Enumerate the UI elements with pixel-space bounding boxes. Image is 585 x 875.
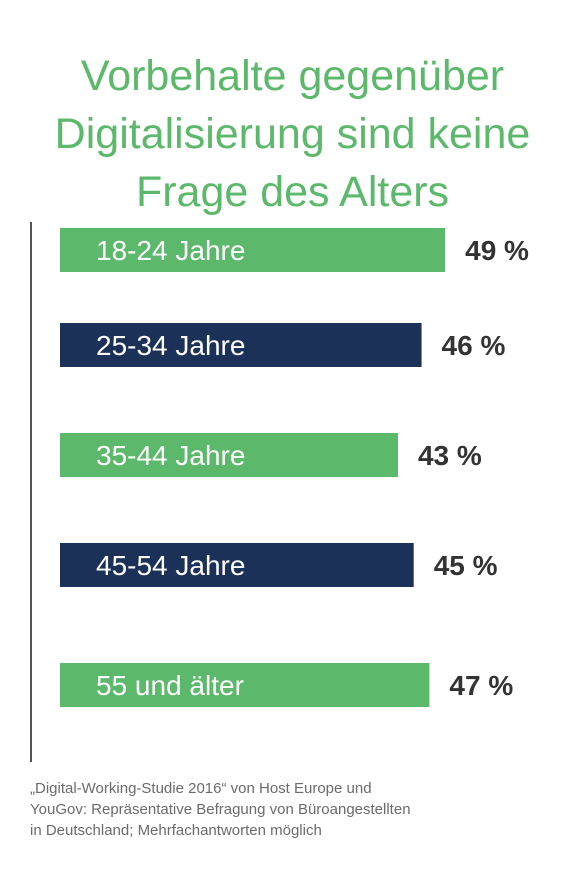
source-line-3: in Deutschland; Mehrfachantworten möglic…: [30, 822, 322, 839]
y-axis-line: [30, 222, 32, 762]
value-label: 49 %: [465, 235, 529, 266]
title-line-2: Digitalisierung sind keine: [54, 109, 531, 158]
source-note: „Digital-Working-Studie 2016“ von Host E…: [30, 778, 570, 841]
bar: [60, 323, 422, 367]
bar: [60, 433, 398, 477]
value-label: 43 %: [418, 440, 482, 471]
bar: [60, 543, 414, 587]
source-line-1: „Digital-Working-Studie 2016“ von Host E…: [30, 780, 372, 797]
bar: [60, 663, 430, 707]
category-label: 55 und älter: [96, 670, 244, 701]
category-label: 18-24 Jahre: [96, 235, 245, 266]
category-label: 35-44 Jahre: [96, 440, 245, 471]
title-line-1: Vorbehalte gegenüber: [80, 51, 505, 100]
value-label: 45 %: [434, 550, 498, 581]
value-label: 46 %: [442, 330, 506, 361]
source-line-2: YouGov: Repräsentative Befragung von Bür…: [30, 801, 411, 818]
bar: [60, 228, 446, 272]
chart-title: Vorbehalte gegenüber Digitalisierung sin…: [0, 47, 585, 221]
title-line-3: Frage des Alters: [135, 167, 450, 216]
value-label: 47 %: [449, 670, 513, 701]
category-label: 25-34 Jahre: [96, 330, 245, 361]
category-label: 45-54 Jahre: [96, 550, 245, 581]
